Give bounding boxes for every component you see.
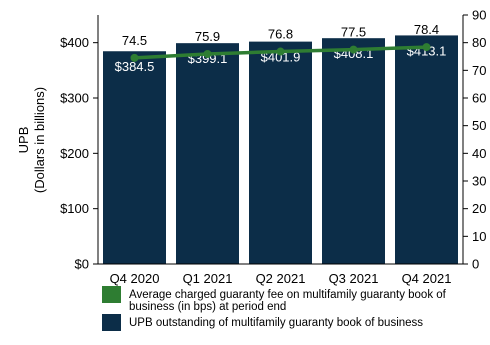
legend: Average charged guaranty fee on multifam… xyxy=(102,286,447,331)
y-left-tick-label: $100 xyxy=(60,201,89,216)
legend-swatch xyxy=(102,314,121,331)
y-axis-left: $0 $100 $200 $300 $400 xyxy=(60,35,98,272)
y-left-tick-label: $400 xyxy=(60,35,89,50)
x-tick-label: Q4 2020 xyxy=(110,271,160,286)
bar xyxy=(395,35,458,264)
line-point xyxy=(203,50,212,59)
line-value-label: 77.5 xyxy=(341,25,366,40)
y-right-tick-label: 70 xyxy=(472,63,486,78)
bar xyxy=(176,43,239,264)
y-right-tick-label: 10 xyxy=(472,229,486,244)
line-point xyxy=(276,47,285,56)
line-point xyxy=(422,43,431,52)
bar xyxy=(249,41,312,265)
line-point xyxy=(349,45,358,54)
line-value-label: 78.4 xyxy=(414,22,439,37)
legend-label-line2: business (in bps) at period end xyxy=(129,301,286,313)
y-right-tick-label: 80 xyxy=(472,35,486,50)
y-left-tick-label: $200 xyxy=(60,146,89,161)
bar-labels: $384.5$399.1$401.9$408.1$413.1 xyxy=(115,43,447,74)
bar-value-label: $384.5 xyxy=(115,59,155,74)
y-right-tick-label: 40 xyxy=(472,146,486,161)
x-tick-label: Q2 2021 xyxy=(256,271,306,286)
y-left-tick-label: $300 xyxy=(60,91,89,106)
line-value-label: 76.8 xyxy=(268,27,293,42)
x-tick-label: Q3 2021 xyxy=(329,271,379,286)
line-value-label: 75.9 xyxy=(195,29,220,44)
y-right-tick-label: 90 xyxy=(472,8,486,23)
y-right-tick-label: 60 xyxy=(472,91,486,106)
line-value-label: 74.5 xyxy=(122,33,147,48)
legend-swatch xyxy=(102,286,121,303)
line-labels: 74.5 75.9 76.8 77.5 78.4 xyxy=(122,22,439,48)
legend-label: Average charged guaranty fee on multifam… xyxy=(129,289,447,301)
bar-series xyxy=(103,35,458,265)
line-series xyxy=(130,43,431,62)
y-axis-right: 0 10 20 30 40 50 60 70 80 90 xyxy=(463,8,486,272)
x-tick-label: Q4 2021 xyxy=(402,271,452,286)
line-point xyxy=(130,53,139,62)
x-tick-label: Q1 2021 xyxy=(183,271,233,286)
axes xyxy=(97,15,464,265)
y-axis-left-title: UPB (Dollars in billions) xyxy=(16,87,47,193)
y-right-tick-label: 30 xyxy=(472,174,486,189)
y-right-tick-label: 50 xyxy=(472,118,486,133)
y-right-tick-label: 0 xyxy=(472,257,479,272)
legend-label: UPB outstanding of multifamily guaranty … xyxy=(129,317,423,329)
x-axis: Q4 2020 Q1 2021 Q2 2021 Q3 2021 Q4 2021 xyxy=(110,271,452,286)
y-right-tick-label: 20 xyxy=(472,201,486,216)
y-axis-left-label-line1: UPB xyxy=(16,127,31,154)
y-left-tick-label: $0 xyxy=(75,257,89,272)
bar xyxy=(103,51,166,264)
y-axis-left-label-line2: (Dollars in billions) xyxy=(32,87,47,193)
bar xyxy=(322,38,385,265)
